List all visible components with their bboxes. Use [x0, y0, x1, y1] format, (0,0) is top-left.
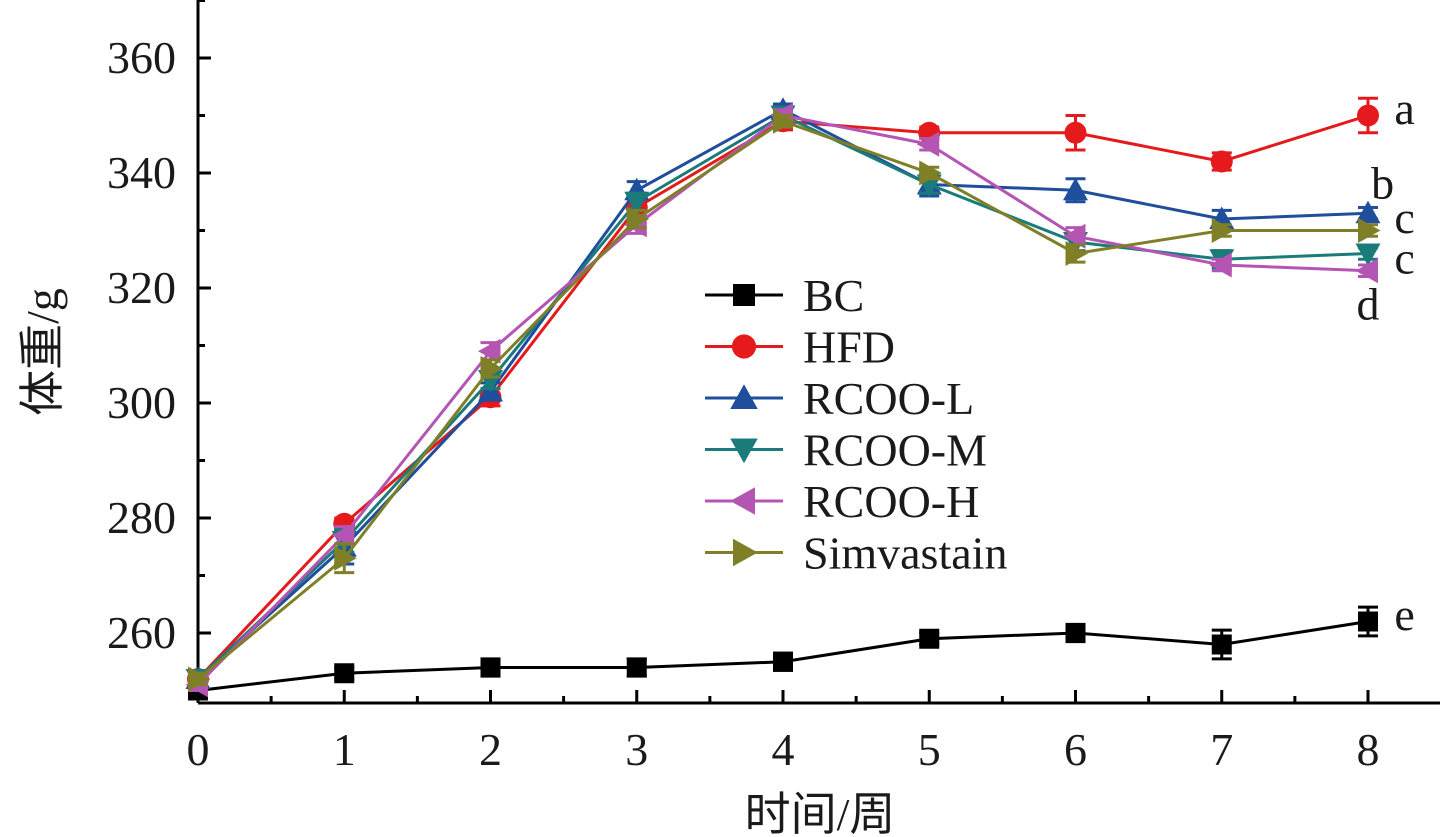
significance-letter: c: [1394, 232, 1414, 283]
data-point: [919, 628, 940, 649]
data-point: [1358, 611, 1378, 632]
data-point: [1355, 258, 1378, 284]
significance-letter: e: [1394, 589, 1414, 640]
x-tick-label: 1: [333, 724, 356, 775]
data-point: [1355, 200, 1381, 224]
y-ticks: 260 280 300 320 340 360: [107, 0, 211, 692]
x-tick-label: 3: [625, 724, 648, 775]
legend-item: RCOO-M: [705, 425, 987, 476]
series-layer: [185, 96, 1381, 701]
data-point: [773, 108, 796, 134]
series-simvastain: [188, 108, 1381, 692]
legend-label: RCOO-H: [803, 476, 979, 527]
data-point: [478, 338, 501, 364]
series-bc: [188, 605, 1378, 701]
legend-marker: [730, 384, 758, 409]
y-axis-title: 体重/g: [17, 288, 68, 416]
series-line: [196, 108, 1369, 681]
legend-label: RCOO-M: [803, 425, 987, 476]
series-rcoo-h: [185, 103, 1378, 698]
x-tick-label: 7: [1210, 724, 1233, 775]
data-point: [1355, 243, 1381, 266]
data-point: [1063, 223, 1086, 249]
series-line: [196, 113, 1369, 686]
x-ticks: 0 1 2 3 4 5 6 7 8: [187, 690, 1380, 775]
y-tick-label: 360: [107, 32, 176, 83]
significance-letter: a: [1394, 83, 1414, 134]
x-axis-title: 时间/周: [745, 789, 896, 837]
legend-label: HFD: [803, 322, 895, 373]
data-point: [1211, 634, 1232, 655]
data-point: [480, 657, 501, 678]
y-tick-label: 340: [107, 147, 176, 198]
legend-item: BC: [705, 270, 864, 321]
data-point: [626, 657, 647, 678]
series-hfd: [187, 96, 1379, 690]
legend-marker: [731, 334, 757, 359]
data-point: [1357, 104, 1379, 127]
legend-label: BC: [803, 270, 864, 321]
data-point: [624, 191, 650, 215]
legend-item: HFD: [705, 322, 895, 373]
legend-item: RCOO-H: [705, 476, 979, 527]
data-point: [1064, 121, 1087, 144]
data-point: [919, 160, 942, 186]
series-line: [197, 119, 1368, 681]
data-point: [1063, 177, 1088, 201]
legend-marker: [733, 284, 755, 306]
x-tick-label: 2: [479, 724, 502, 775]
significance-letter: d: [1357, 278, 1380, 329]
significance-letter: b: [1371, 158, 1394, 209]
y-tick-label: 280: [107, 492, 176, 543]
legend-marker: [730, 438, 758, 464]
data-point: [1065, 241, 1088, 266]
y-tick-label: 300: [107, 377, 176, 428]
data-point: [1358, 218, 1381, 243]
x-tick-label: 4: [772, 724, 795, 775]
x-tick-label: 0: [187, 724, 210, 775]
data-point: [773, 651, 793, 672]
data-point: [626, 206, 650, 232]
data-point: [480, 356, 503, 381]
y-tick-label: 260: [107, 607, 176, 658]
axes: [196, 0, 1440, 705]
data-point: [1065, 623, 1086, 643]
data-point: [1209, 252, 1232, 278]
legend-marker: [730, 487, 755, 515]
data-point: [1211, 218, 1235, 243]
legend-marker: [733, 538, 758, 567]
legend-item: Simvastain: [705, 528, 1007, 579]
data-point: [916, 131, 940, 157]
legend-label: RCOO-L: [803, 373, 974, 424]
legend-item: RCOO-L: [705, 373, 974, 424]
data-point: [334, 663, 355, 684]
significance-letter: c: [1394, 192, 1414, 243]
x-tick-label: 6: [1064, 724, 1087, 775]
x-tick-label: 8: [1357, 724, 1380, 775]
series-rcoo-l: [185, 97, 1381, 689]
x-tick-label: 5: [918, 724, 941, 775]
data-point: [334, 545, 357, 571]
data-point: [331, 522, 355, 548]
data-point: [1210, 150, 1233, 173]
legend-label: Simvastain: [803, 528, 1007, 579]
y-tick-label: 320: [107, 262, 176, 313]
data-point: [188, 666, 211, 692]
